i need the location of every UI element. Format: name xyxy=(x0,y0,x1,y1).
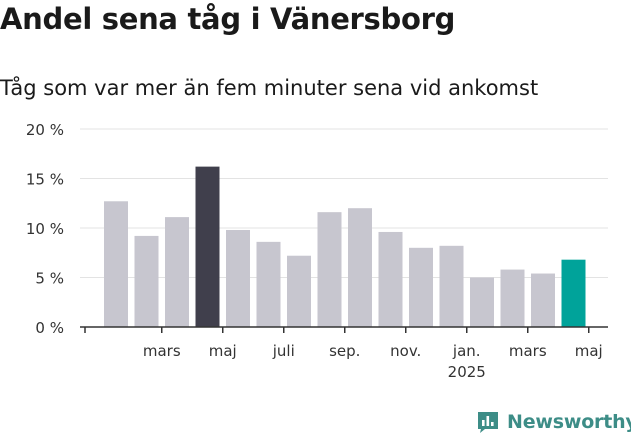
bar xyxy=(348,208,372,327)
chart-title: Andel sena tåg i Vänersborg xyxy=(0,2,456,36)
bar xyxy=(134,235,159,327)
bar xyxy=(470,277,494,327)
x-tick-label: jan. xyxy=(452,342,481,360)
bar-chart-speech-icon xyxy=(478,412,498,433)
bar xyxy=(500,269,525,327)
bar xyxy=(409,247,433,327)
x-tick-label: mars xyxy=(143,342,181,360)
newsworthy-logo: Newsworthy xyxy=(476,408,631,436)
y-tick-label: 10 % xyxy=(26,220,64,238)
bar xyxy=(104,201,128,327)
y-tick-label: 15 % xyxy=(26,171,64,189)
y-tick-label: 5 % xyxy=(35,270,64,288)
bar-chart: 0 % 5 % 10 % 15 % 20 % mars maj juli sep. nov. jan… xyxy=(26,121,608,381)
x-tick-label: juli xyxy=(272,342,295,360)
bar xyxy=(317,212,342,327)
bar xyxy=(256,241,281,327)
chart-subtitle: Tåg som var mer än fem minuter sena vid … xyxy=(0,76,539,100)
y-tick-label: 20 % xyxy=(26,121,64,139)
bar xyxy=(439,245,464,327)
x-tick-label: maj xyxy=(575,342,603,360)
bar xyxy=(165,217,189,327)
bar xyxy=(378,231,403,327)
bar xyxy=(561,259,586,327)
brand-name: Newsworthy xyxy=(507,411,631,433)
bar xyxy=(195,166,220,327)
x-tick-label: maj xyxy=(209,342,237,360)
x-tick-label: sep. xyxy=(329,342,360,360)
bar xyxy=(531,273,555,327)
x-tick-label: mars xyxy=(509,342,547,360)
x-tick-label: nov. xyxy=(390,342,421,360)
x-tick-label: 2025 xyxy=(448,363,486,381)
y-tick-label: 0 % xyxy=(35,319,64,337)
bar xyxy=(226,229,250,327)
bar xyxy=(287,255,311,327)
